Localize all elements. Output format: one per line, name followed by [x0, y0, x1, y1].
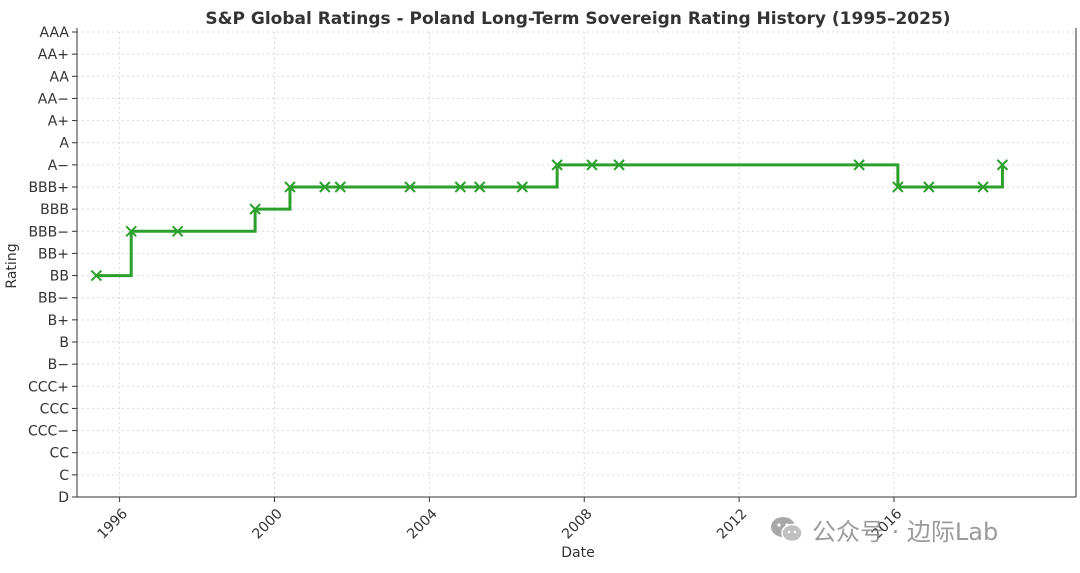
data-point-marker	[892, 181, 904, 193]
y-tick-label: B	[59, 335, 69, 351]
y-tick-label: AAA	[39, 25, 69, 41]
y-tick-label: A+	[48, 114, 69, 130]
x-tick-label: 2008	[559, 506, 596, 543]
axes	[72, 28, 1077, 502]
data-point-marker	[404, 181, 416, 193]
data-point-marker	[551, 159, 563, 171]
data-point-marker	[923, 181, 935, 193]
x-tick-label: 1996	[95, 506, 132, 543]
y-tick-label: CCC+	[28, 379, 69, 395]
y-tick-label: AA+	[38, 47, 69, 63]
data-point-marker	[334, 181, 347, 193]
data-point-marker	[454, 181, 467, 193]
y-tick-label: CC	[49, 446, 69, 462]
chart-title: S&P Global Ratings - Poland Long-Term So…	[205, 9, 950, 29]
watermark: 公众号 · 边际Lab	[770, 512, 998, 547]
data-point-marker	[996, 159, 1009, 171]
data-point-marker	[613, 159, 625, 171]
y-tick-label: CCC−	[28, 424, 69, 440]
y-tick-label: BBB+	[28, 180, 69, 196]
data-point-marker	[977, 181, 989, 193]
y-tick-label: BBB	[40, 202, 69, 218]
x-tick-label: 2000	[249, 506, 286, 543]
data-point-marker	[586, 159, 598, 171]
y-axis-label: Rating	[4, 243, 20, 288]
y-tick-label: BB+	[38, 246, 69, 262]
wechat-icon	[771, 516, 803, 542]
series	[90, 159, 1009, 282]
y-tick-label: BB	[50, 269, 69, 285]
data-point-marker	[853, 159, 865, 171]
y-tick-label: D	[58, 490, 69, 506]
x-axis-label: Date	[561, 545, 594, 561]
y-tick-label: CCC	[40, 401, 70, 417]
y-tick-label: AA	[49, 69, 69, 85]
y-tick-label: A	[59, 136, 69, 152]
data-point-marker	[516, 181, 528, 193]
y-tick-label: B+	[48, 313, 69, 329]
data-point-marker	[319, 181, 331, 193]
y-tick-label: BBB−	[28, 224, 69, 240]
grid	[77, 31, 1076, 498]
x-tick-label: 2004	[404, 506, 441, 543]
data-point-marker	[249, 203, 261, 215]
data-point-marker	[90, 269, 103, 282]
y-tick-label: B−	[48, 357, 69, 373]
y-tick-labels: DCCCCCC−CCCCCC+B−BB+BB−BBBB+BBB−BBBBBB+A…	[28, 25, 69, 506]
y-tick-label: BB−	[38, 291, 69, 307]
y-tick-label: C	[59, 468, 69, 484]
data-point-marker	[171, 225, 184, 237]
data-point-marker	[284, 181, 296, 193]
y-tick-label: AA−	[38, 91, 69, 107]
data-point-marker	[473, 181, 486, 193]
x-tick-label: 2012	[714, 506, 751, 543]
y-tick-label: A−	[48, 158, 69, 174]
data-point-marker	[125, 225, 137, 237]
series-line	[96, 163, 1004, 278]
watermark-text: 公众号 · 边际Lab	[812, 518, 999, 546]
